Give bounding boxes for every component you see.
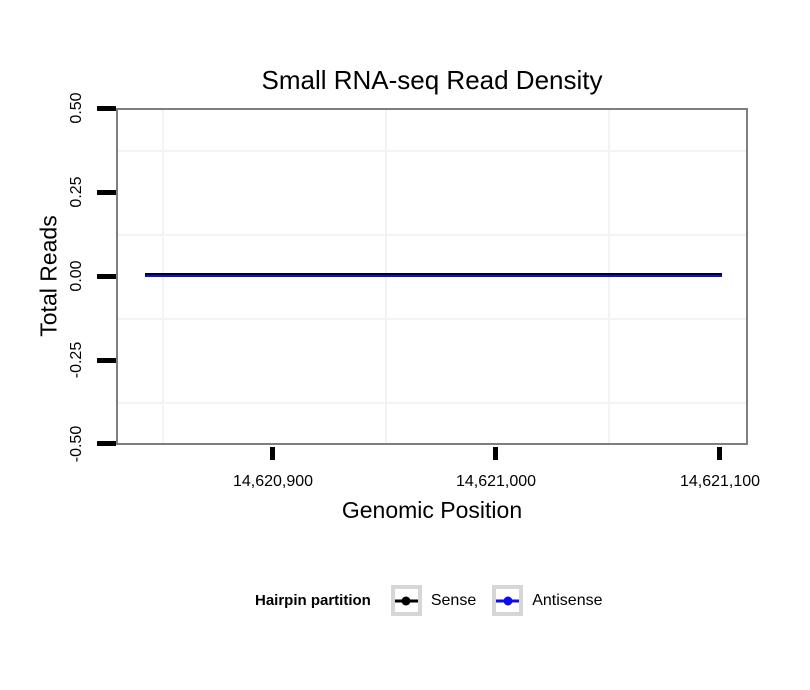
- minor-gridline-horizontal: [118, 402, 746, 404]
- series-line-sense: [145, 273, 722, 275]
- y-axis-tick-label: -0.25: [68, 341, 85, 379]
- x-axis-tick: [270, 447, 275, 460]
- legend-key-antisense: [492, 585, 524, 616]
- y-axis-tick: [97, 190, 116, 195]
- y-axis-tick-label: -0.50: [68, 425, 85, 463]
- series-line-antisense: [145, 274, 722, 277]
- legend: Hairpin partition Sense Antisense: [255, 584, 602, 617]
- y-axis-tick: [97, 441, 116, 446]
- y-axis-tick: [97, 358, 116, 363]
- legend-title: Hairpin partition: [255, 592, 371, 609]
- y-axis-tick-label: 0.25: [68, 176, 85, 208]
- legend-item-antisense: Antisense: [492, 585, 602, 616]
- y-axis-tick-label: 0.00: [68, 260, 85, 292]
- legend-label-antisense: Antisense: [532, 591, 603, 609]
- x-axis-tick-label: 14,621,000: [455, 473, 537, 490]
- minor-gridline-horizontal: [118, 234, 746, 236]
- point-icon: [503, 596, 513, 605]
- y-axis-tick: [97, 106, 116, 111]
- legend-key-sense: [390, 585, 422, 616]
- x-axis-tick-label: 14,620,900: [232, 473, 314, 490]
- minor-gridline-horizontal: [118, 150, 746, 152]
- legend-item-sense: Sense: [390, 585, 477, 616]
- y-axis-title: Total Reads: [35, 215, 62, 337]
- legend-label-sense: Sense: [430, 591, 477, 609]
- point-icon: [401, 596, 411, 605]
- x-axis-title: Genomic Position: [341, 497, 523, 523]
- y-axis-tick: [97, 274, 116, 279]
- x-axis-tick-label: 14,621,100: [679, 473, 761, 490]
- x-axis-tick: [493, 447, 498, 460]
- y-axis-tick-label: 0.50: [68, 92, 85, 124]
- chart-title: Small RNA-seq Read Density: [261, 65, 603, 95]
- plot-panel: [116, 108, 748, 445]
- minor-gridline-horizontal: [118, 318, 746, 320]
- x-axis-tick: [717, 447, 722, 460]
